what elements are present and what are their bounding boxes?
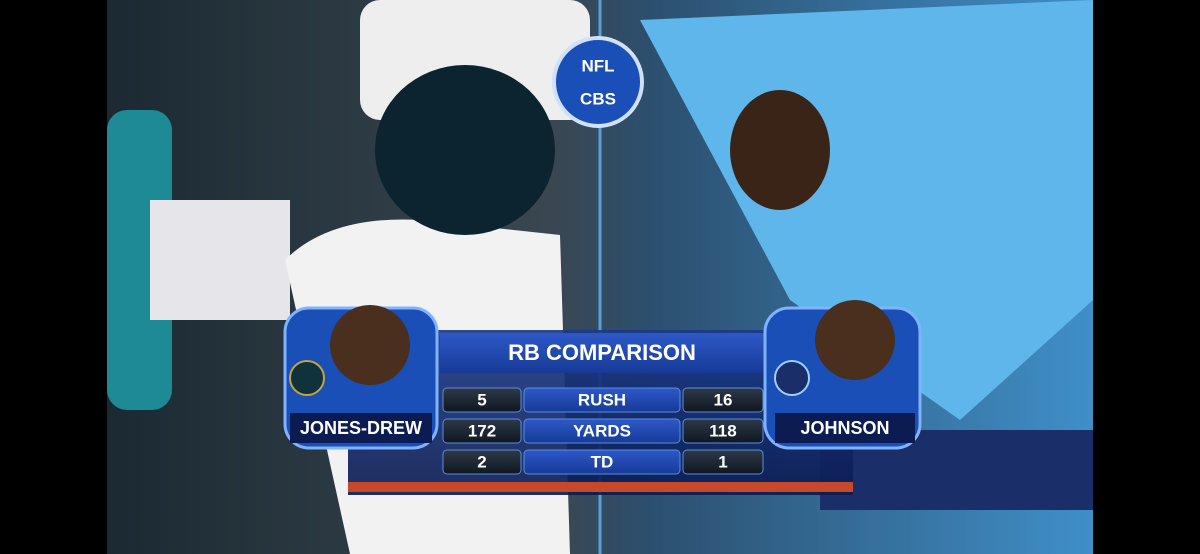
right-stat: 1 [718, 452, 727, 471]
stat-label: YARDS [573, 421, 631, 440]
network-logo [552, 36, 644, 128]
stat-label: TD [591, 452, 614, 471]
left-stat: 5 [477, 390, 486, 409]
stat-rows: 5 RUSH 16 172 YARDS 118 2 TD 1 [442, 387, 764, 475]
sideline-figure [107, 110, 172, 410]
player-face [730, 90, 830, 210]
titans-logo [774, 360, 810, 396]
title-bar [440, 333, 765, 373]
left-stat: 2 [477, 452, 486, 471]
left-stat-cell [442, 387, 522, 413]
stat-label-cell [523, 387, 681, 413]
panel-title: RB COMPARISON [508, 340, 696, 365]
right-player-name: JOHNSON [800, 418, 889, 438]
right-stat: 118 [709, 421, 736, 440]
stat-label-cell [523, 418, 681, 444]
right-stat-cell [682, 418, 764, 444]
left-player-name: JONES-DREW [300, 418, 422, 438]
right-stat-cell [682, 449, 764, 475]
panel-stripe [348, 482, 853, 492]
logo-top: NFL [581, 56, 614, 75]
left-player-photo [330, 305, 410, 385]
logo-bottom: CBS [580, 89, 616, 108]
right-stat: 16 [714, 390, 733, 409]
left-name-box [290, 413, 432, 443]
left-stat: 172 [468, 421, 496, 440]
right-player-photo [815, 300, 895, 380]
right-name-box [775, 413, 915, 443]
left-stat-cell [442, 449, 522, 475]
right-stat-cell [682, 387, 764, 413]
helmet [375, 65, 555, 235]
stat-label-cell [523, 449, 681, 475]
left-stat-cell [442, 418, 522, 444]
jaguars-logo [289, 360, 325, 396]
stat-label: RUSH [578, 390, 626, 409]
bench [150, 200, 290, 320]
